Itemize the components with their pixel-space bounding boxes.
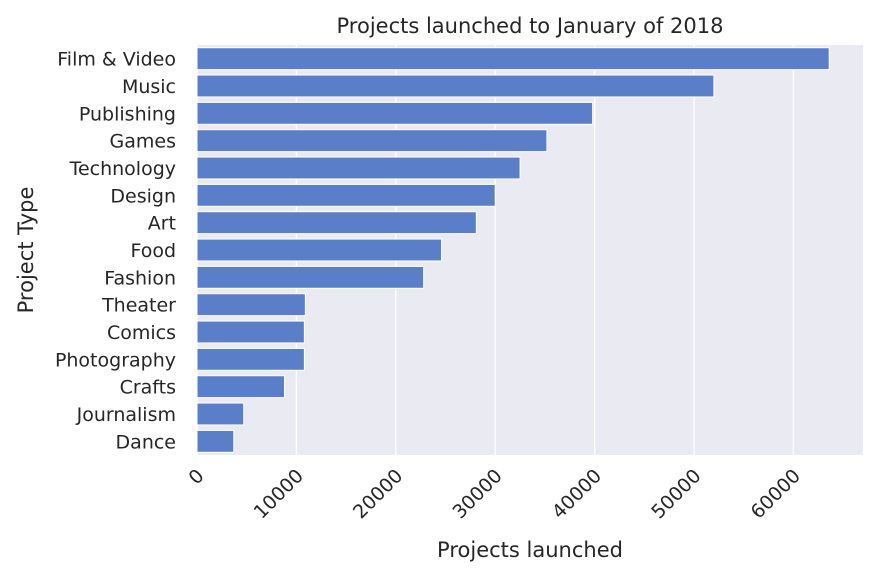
bar (196, 347, 305, 371)
bar (196, 375, 285, 399)
y-tick-label: Food (130, 240, 176, 262)
y-tick-label: Theater (101, 295, 176, 317)
bar (196, 183, 496, 207)
y-tick-label: Design (110, 185, 176, 207)
y-tick-label: Fashion (104, 267, 176, 289)
y-tick-label: Art (148, 213, 176, 235)
x-tick-labels: 0 10000 20000 30000 40000 50000 60000 (184, 465, 805, 523)
bar (196, 129, 548, 153)
bar (196, 211, 477, 235)
x-tick-label: 40000 (548, 465, 606, 523)
bar (196, 74, 715, 98)
bar (196, 238, 443, 262)
bar (196, 293, 306, 317)
x-axis-label: Projects launched (437, 538, 623, 562)
x-tick-label: 30000 (448, 465, 506, 523)
y-tick-label: Photography (55, 349, 176, 371)
x-tick-label: 10000 (250, 465, 308, 523)
y-tick-label: Music (122, 76, 176, 98)
y-axis-label: Project Type (14, 187, 38, 314)
bar (196, 101, 594, 125)
bar (196, 156, 521, 180)
y-tick-label: Technology (69, 158, 176, 180)
x-tick-label: 20000 (349, 465, 407, 523)
chart-title: Projects launched to January of 2018 (337, 14, 724, 38)
y-tick-label: Comics (107, 322, 176, 344)
bar (196, 47, 830, 71)
y-tick-labels: Film & Video Music Publishing Games Technolo… (55, 49, 176, 454)
x-tick-label: 60000 (747, 465, 805, 523)
y-tick-label: Dance (116, 431, 176, 453)
y-tick-label: Film & Video (57, 49, 176, 71)
y-tick-label: Games (110, 131, 176, 153)
bar (196, 402, 245, 426)
x-tick-label: 0 (184, 465, 208, 489)
x-tick-label: 50000 (647, 465, 705, 523)
y-tick-label: Crafts (120, 377, 176, 399)
bar (196, 429, 235, 453)
bars (196, 47, 830, 453)
y-tick-label: Journalism (76, 404, 176, 426)
bar (196, 265, 425, 289)
bar (196, 320, 305, 344)
y-tick-label: Publishing (79, 103, 176, 125)
